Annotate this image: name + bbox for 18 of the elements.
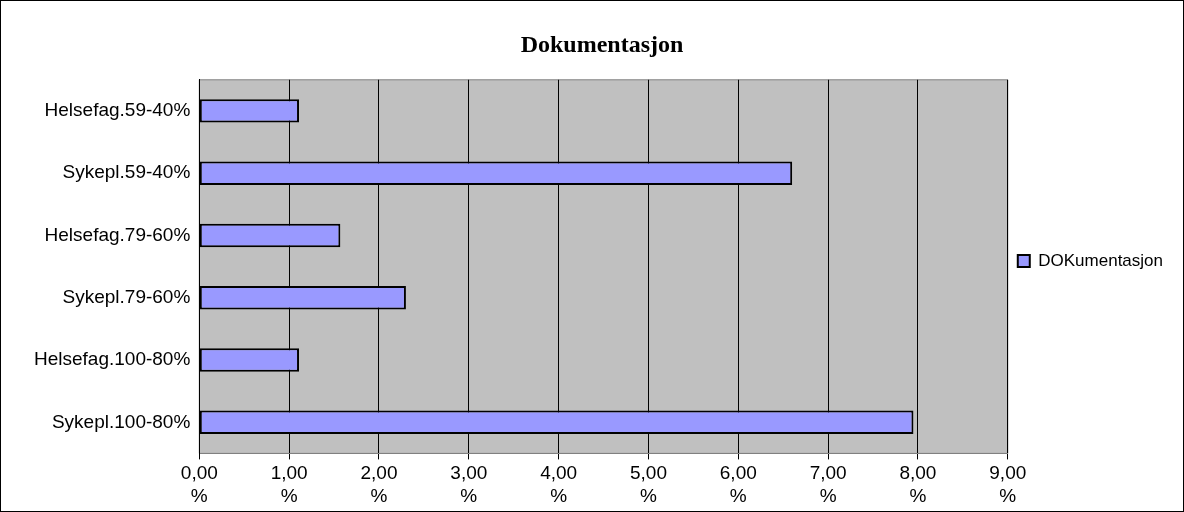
x-tick-label: 7,00 %: [809, 462, 847, 506]
x-tick-label: 4,00 %: [540, 462, 578, 506]
y-tick-label: Sykepl.100-80%: [51, 410, 191, 432]
x-tick-label: 0,00 %: [180, 462, 218, 506]
x-tick-label: 3,00 %: [450, 462, 488, 506]
y-tick-label: Helsefag.79-60%: [44, 223, 191, 245]
x-tick-label: 2,00 %: [360, 462, 398, 506]
chart-title: Dokumentasjon: [520, 30, 684, 57]
x-tick-label: 8,00 %: [899, 462, 937, 506]
x-tick-label: 1,00 %: [270, 462, 308, 506]
y-tick-label: Sykepl.59-40%: [62, 161, 191, 183]
x-tick-label: 6,00 %: [719, 462, 757, 506]
legend-label: DOKumentasjon: [1038, 250, 1164, 270]
y-tick-label: Helsefag.100-80%: [34, 348, 191, 370]
y-tick-label: Sykepl.79-60%: [62, 285, 191, 307]
x-tick-label: 9,00 %: [989, 462, 1027, 506]
x-tick-label: 5,00 %: [629, 462, 667, 506]
y-tick-label: Helsefag.59-40%: [44, 99, 191, 121]
